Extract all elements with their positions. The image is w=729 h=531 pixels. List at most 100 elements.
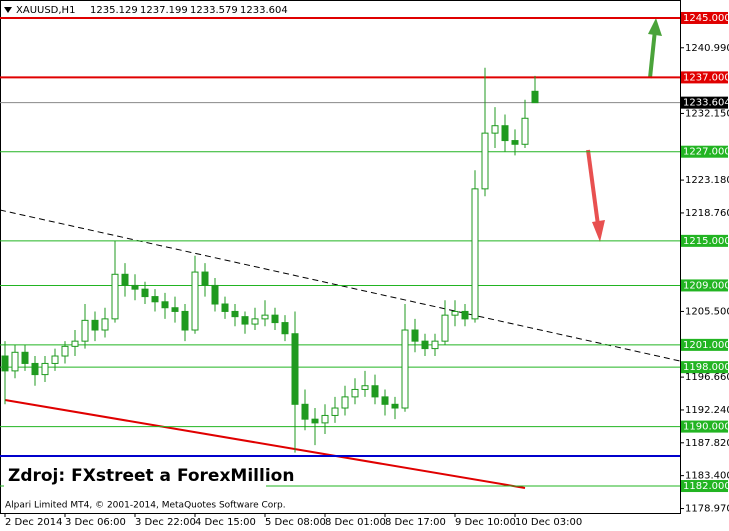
candle-body	[511, 140, 519, 145]
candle-body	[61, 345, 69, 357]
candle-body	[461, 310, 469, 320]
candle-body	[11, 351, 19, 372]
candle-body	[321, 414, 329, 424]
candle-body	[241, 316, 249, 325]
level-label: 1215.000	[683, 236, 729, 247]
candle-body	[431, 340, 439, 350]
candle-body	[381, 396, 389, 405]
x-tick-label: 8 Dec 01:00	[325, 517, 386, 528]
watermark: Zdroj: FXstreet a ForexMillion	[8, 466, 294, 486]
candle-body	[21, 351, 29, 364]
footer: Alpari Limited MT4, © 2001-2014, MetaQuo…	[5, 501, 286, 511]
y-tick-label: 1183.400	[685, 471, 729, 482]
x-tick-label: 4 Dec 15:00	[195, 517, 256, 528]
levels: 1245.000 1237.000 1233.604 1227.000 1215.000…	[0, 11, 729, 493]
level-label-bg	[681, 234, 728, 247]
x-tick-label: 10 Dec 03:00	[515, 517, 582, 528]
x-tick-label: 9 Dec 10:00	[455, 517, 516, 528]
arrow-up	[648, 29, 657, 79]
candle-body	[391, 403, 399, 409]
trendline	[4, 399, 526, 489]
level-label: 1227.000	[683, 147, 729, 158]
candle-body	[71, 340, 79, 347]
candle-body	[311, 418, 319, 424]
y-tick-label: 1192.240	[685, 405, 729, 416]
header-open: 1235.129	[90, 5, 138, 16]
level-label-bg	[681, 96, 728, 109]
level-label-bg	[681, 420, 728, 433]
x-tick-label: 3 Dec 22:00	[135, 517, 196, 528]
arrow-down	[586, 149, 600, 226]
candle-body	[411, 329, 419, 342]
y-tick-label: 1196.660	[685, 372, 729, 383]
trendline	[0, 209, 681, 362]
candle-body	[41, 362, 49, 376]
x-tick-label: 3 Dec 06:00	[65, 517, 126, 528]
x-tick-label: 5 Dec 08:00	[265, 517, 326, 528]
plot-frame	[0, 0, 681, 514]
candle-body	[251, 318, 259, 325]
candle-body	[221, 303, 229, 312]
candle-body	[291, 333, 299, 405]
level-label-bg	[681, 480, 728, 493]
candle-body	[301, 403, 309, 420]
level-label-bg	[681, 71, 728, 84]
y-tick-label: 1223.180	[685, 175, 729, 186]
candles	[1, 67, 539, 453]
candle-body	[421, 340, 429, 350]
candle-body	[51, 355, 59, 364]
header-close: 1233.604	[240, 5, 288, 16]
candle-body	[521, 117, 529, 145]
candle-body	[141, 288, 149, 298]
candle-body	[111, 273, 119, 320]
candle-body	[281, 322, 289, 335]
header-high: 1237.199	[140, 5, 188, 16]
candle-body	[351, 388, 359, 398]
y-tick-label: 1232.150	[685, 108, 729, 119]
level-label: 1237.000	[683, 72, 729, 83]
candle-body	[481, 132, 489, 190]
candle-body	[131, 284, 139, 290]
level-label: 1233.604	[683, 98, 729, 109]
candle-body	[361, 385, 369, 390]
candle-body	[471, 188, 479, 320]
arrow-up-head	[648, 18, 662, 36]
candle-body	[491, 125, 499, 134]
level-label-bg	[681, 279, 728, 292]
candle-body	[121, 273, 129, 286]
level-label: 1198.000	[683, 362, 729, 373]
candle-body	[531, 90, 539, 104]
symbol: XAUUSD,H1	[16, 5, 75, 16]
candle-body	[91, 319, 99, 331]
candle-body	[211, 284, 219, 305]
candle-body	[231, 310, 239, 318]
level-label-bg	[681, 361, 728, 374]
level-label-bg	[681, 11, 728, 24]
candle-body	[181, 310, 189, 331]
level-label: 1182.000	[683, 481, 729, 492]
candle-body	[101, 318, 109, 331]
header-low: 1233.579	[190, 5, 238, 16]
candle-body	[31, 362, 39, 376]
level-label: 1201.000	[683, 340, 729, 351]
level-label: 1190.000	[683, 422, 729, 433]
level-label: 1209.000	[683, 280, 729, 291]
candle-body	[271, 314, 279, 324]
y-tick-label: 1187.820	[685, 438, 729, 449]
y-tick-label: 1218.760	[685, 208, 729, 219]
header-icon	[4, 7, 12, 13]
level-label: 1245.000	[683, 13, 729, 24]
y-tick-label: 1178.970	[685, 504, 729, 515]
candle-body	[1, 355, 9, 372]
level-label-bg	[681, 338, 728, 351]
candle-body	[161, 301, 169, 309]
candle-body	[341, 396, 349, 409]
candle-body	[151, 296, 159, 303]
candle-body	[371, 385, 379, 398]
candle-body	[501, 125, 509, 142]
candle-body	[451, 310, 459, 316]
candle-body	[441, 314, 449, 342]
x-tick-label: 2 Dec 2014	[5, 517, 63, 528]
